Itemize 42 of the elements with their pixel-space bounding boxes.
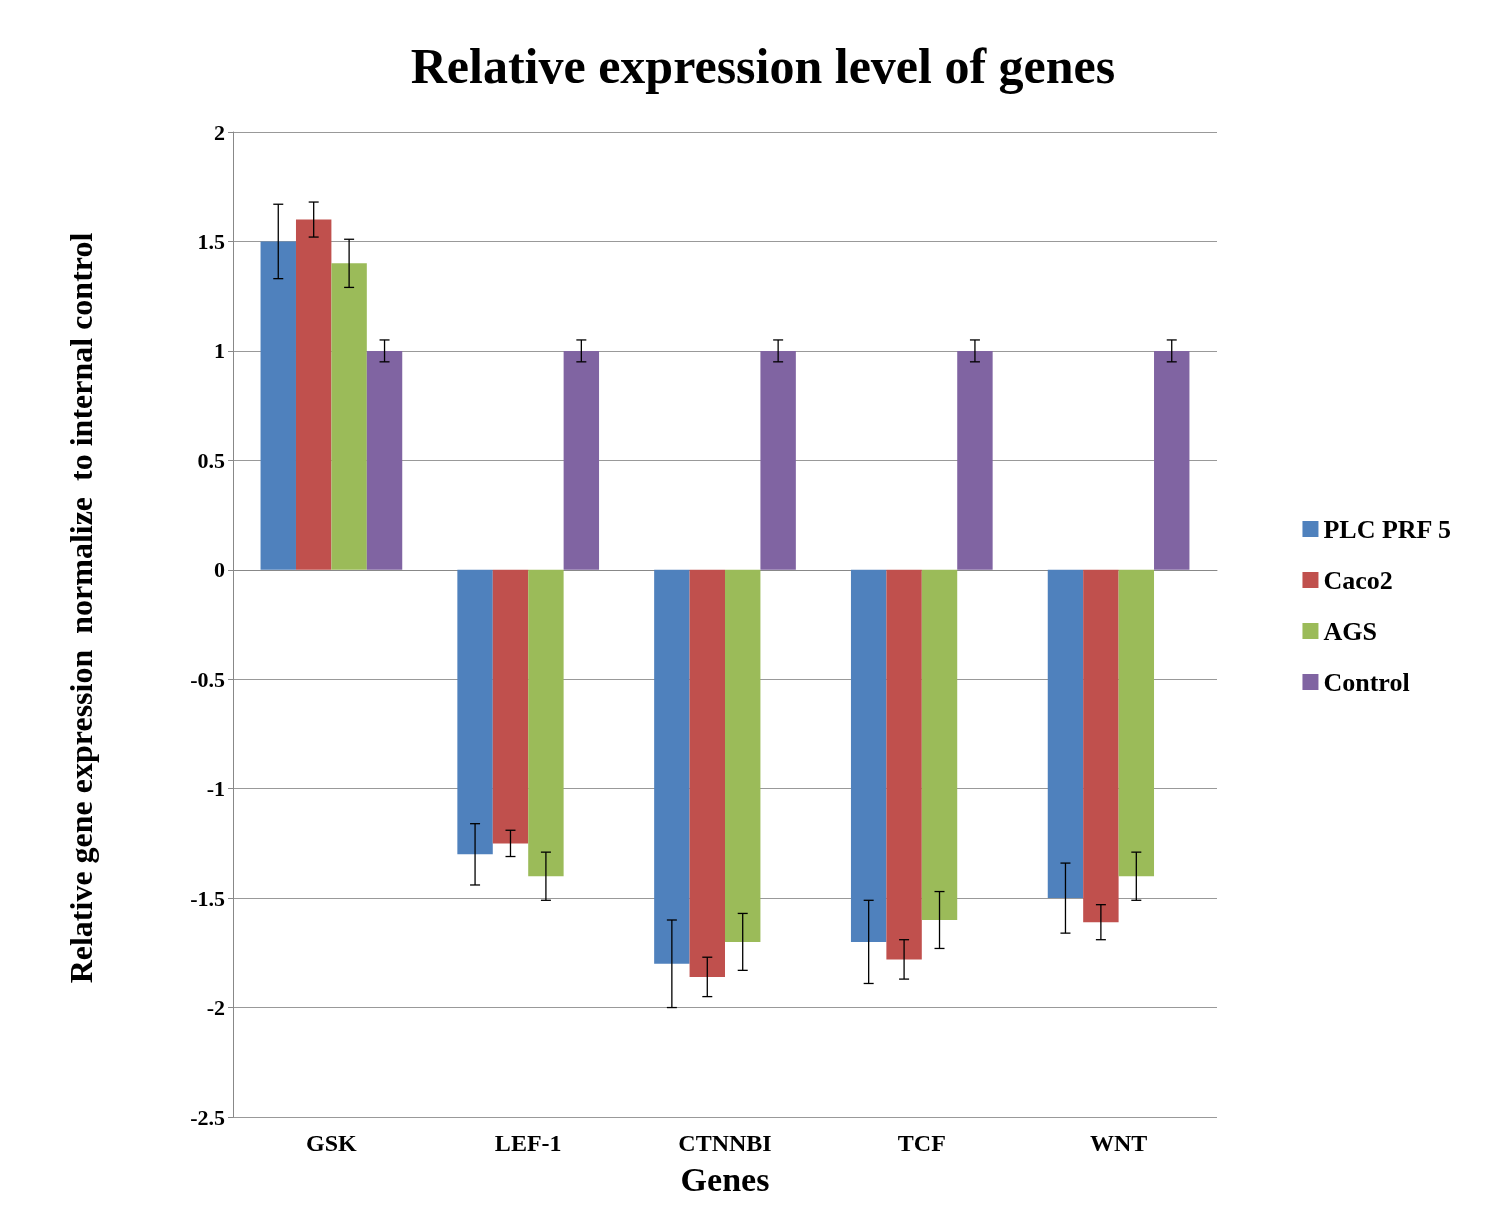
y-tick-label: 0.5 [197, 447, 225, 473]
x-tick-label: WNT [1089, 1130, 1148, 1156]
legend-label: Caco2 [1323, 565, 1393, 595]
bar [492, 569, 529, 844]
x-tick-label: GSK [306, 1130, 358, 1156]
bar [260, 241, 296, 570]
bar [457, 569, 493, 855]
bar [654, 569, 690, 964]
bar [1118, 569, 1155, 877]
y-tick-label: -2.5 [190, 1104, 225, 1130]
legend-label: Control [1323, 667, 1410, 697]
bar [886, 569, 922, 960]
bar [921, 569, 958, 920]
bar [850, 569, 887, 942]
bar [295, 219, 332, 570]
chart-title: Relative expression level of genes [410, 38, 1116, 94]
bar [725, 569, 761, 942]
y-axis-title: Relative gene expression normalize to internal control [63, 232, 99, 984]
bar [563, 350, 600, 570]
y-tick-label: 1 [214, 338, 225, 364]
bar [689, 569, 725, 977]
bar [957, 350, 993, 570]
y-tick-label: -2 [206, 995, 225, 1021]
y-tick-label: -0.5 [190, 666, 225, 692]
x-tick-label: CTNNBI [678, 1130, 772, 1156]
bar [366, 350, 403, 570]
y-tick-label: 0 [214, 557, 225, 583]
bar [1083, 569, 1119, 923]
bar [1154, 350, 1190, 570]
x-tick-label: TCF [897, 1130, 946, 1156]
legend-label: AGS [1323, 616, 1377, 646]
bar [1047, 569, 1084, 899]
legend-label: PLC PRF 5 [1323, 514, 1452, 544]
y-tick-label: 2 [214, 119, 225, 145]
y-tick-label: 1.5 [197, 228, 225, 254]
x-axis-title: Genes [680, 1160, 770, 1198]
y-tick-label: -1.5 [190, 885, 225, 911]
x-tick-label: LEF-1 [494, 1130, 562, 1156]
bar [331, 263, 367, 570]
bar [528, 569, 564, 877]
y-tick-label: -1 [206, 776, 225, 802]
bar [760, 350, 796, 570]
